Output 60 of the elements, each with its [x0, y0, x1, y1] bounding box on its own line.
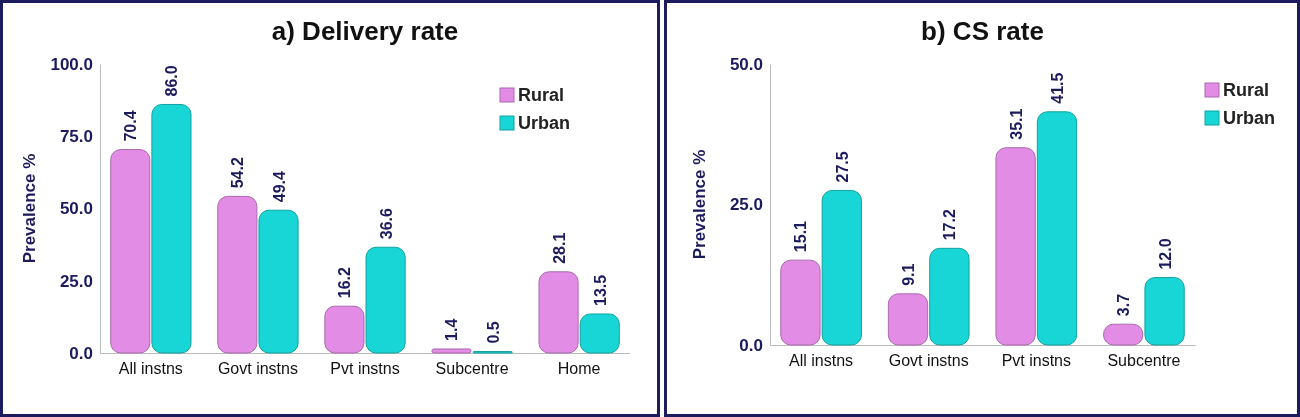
- chart-title: b) CS rate: [921, 16, 1044, 46]
- data-label: 49.4: [270, 170, 288, 203]
- bar: [579, 313, 620, 354]
- x-tick-label: Pvt instns: [330, 360, 400, 377]
- data-label: 27.5: [833, 151, 851, 183]
- bar: [887, 293, 929, 346]
- data-label: 13.5: [591, 274, 609, 306]
- bar: [110, 149, 151, 354]
- chart-title: a) Delivery rate: [271, 16, 459, 46]
- bar: [324, 305, 365, 354]
- data-label: 16.2: [336, 266, 354, 299]
- y-tick-label: 50.0: [729, 54, 763, 74]
- data-label: 9.1: [900, 263, 918, 286]
- data-label: 0.5: [484, 321, 502, 344]
- y-tick-label: 50.0: [59, 199, 93, 219]
- bar: [538, 271, 579, 354]
- y-axis-title: Prevalence %: [20, 153, 39, 264]
- bar: [431, 348, 472, 354]
- bar: [821, 189, 862, 346]
- bar: [929, 247, 970, 346]
- bar: [995, 147, 1036, 346]
- bar: [151, 103, 192, 354]
- data-label: 36.6: [377, 207, 395, 240]
- y-axis-title: Prevalence %: [690, 149, 709, 260]
- y-tick-label: 0.0: [69, 343, 93, 363]
- x-tick-label: Pvt instns: [1001, 352, 1071, 369]
- data-label: 15.1: [792, 220, 810, 253]
- y-tick-label: 25.0: [729, 195, 763, 215]
- x-tick-label: Subcentre: [435, 360, 509, 377]
- data-label: 41.5: [1048, 72, 1066, 104]
- data-label: 17.2: [941, 209, 959, 241]
- y-tick-label: 100.0: [50, 54, 93, 74]
- data-label: 28.1: [550, 232, 568, 264]
- data-label: 1.4: [443, 318, 461, 341]
- bar: [1036, 111, 1078, 346]
- data-label: 86.0: [163, 65, 181, 97]
- bar: [258, 209, 299, 354]
- y-tick-label: 0.0: [739, 335, 763, 355]
- legend-label: Urban: [518, 113, 571, 133]
- x-tick-label: All instns: [789, 352, 854, 369]
- data-label: 70.4: [122, 110, 140, 142]
- bar: [1144, 277, 1185, 346]
- bar: [780, 259, 821, 346]
- legend-label: Rural: [1223, 80, 1270, 100]
- y-tick-label: 75.0: [59, 127, 93, 147]
- x-tick-label: Govt instns: [217, 360, 298, 377]
- y-tick-label: 25.0: [59, 271, 93, 291]
- legend-label: Urban: [1223, 108, 1276, 128]
- data-label: 54.2: [229, 157, 247, 189]
- x-tick-label: Home: [557, 360, 601, 377]
- data-label: 35.1: [1007, 108, 1025, 140]
- data-label: 3.7: [1115, 293, 1133, 317]
- bar: [365, 246, 406, 354]
- data-label: 12.0: [1156, 238, 1174, 270]
- x-tick-label: Subcentre: [1107, 352, 1181, 369]
- x-tick-label: Govt instns: [888, 352, 969, 369]
- bar: [217, 195, 258, 354]
- legend-label: Rural: [518, 85, 565, 105]
- bar: [1103, 323, 1144, 346]
- x-tick-label: All instns: [118, 360, 183, 377]
